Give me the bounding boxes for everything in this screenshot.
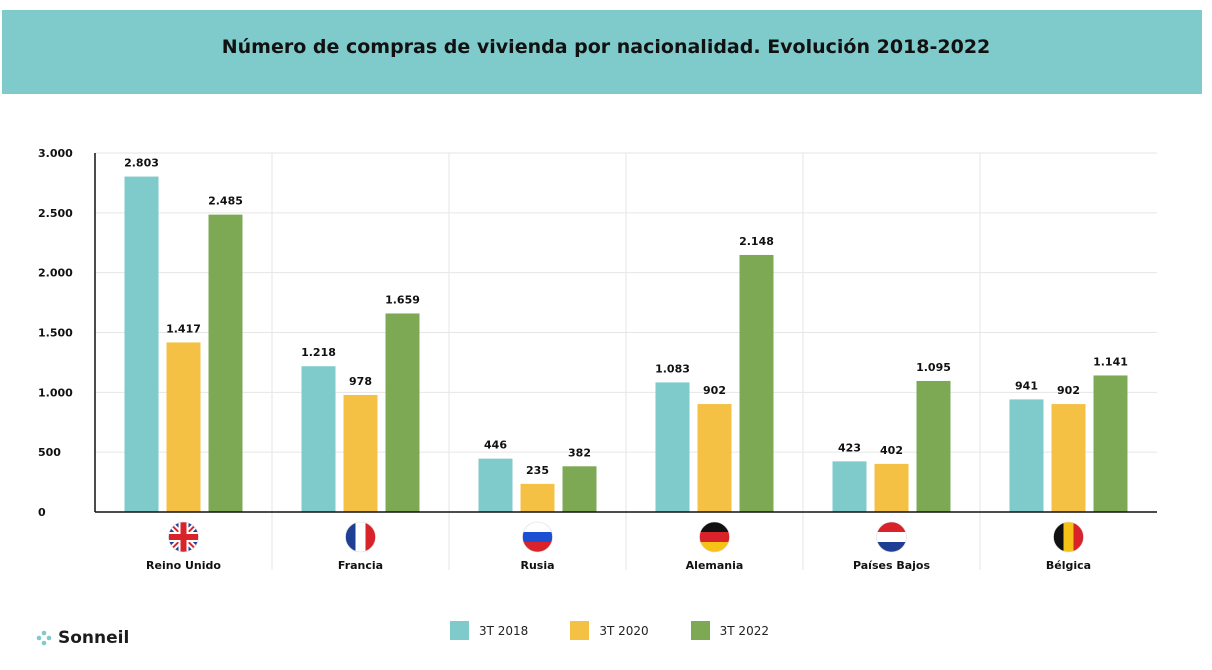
bar [1051,404,1086,512]
legend-swatch-2020 [570,621,590,640]
bar [166,342,201,512]
data-label: 402 [880,444,903,457]
bar [1009,399,1044,512]
brand-logo: Sonneil [36,628,129,648]
legend-item-2020: 3T 2020 [570,621,649,640]
x-tick-label: Alemania [686,559,744,572]
x-tick-label: Francia [338,559,383,572]
data-label: 2.485 [208,195,243,208]
x-tick-label: Rusia [520,559,554,572]
y-tick-label: 0 [38,506,46,519]
bar [916,380,951,512]
bar [562,466,597,512]
netherlands-flag-icon [876,521,907,553]
y-tick-label: 3.000 [38,147,73,160]
data-label: 2.148 [739,235,774,248]
russia-flag-icon [522,521,553,553]
bar [124,176,159,512]
uk-flag-icon [168,521,199,553]
data-label: 902 [703,384,726,397]
data-label: 423 [838,441,861,454]
france-flag-icon [345,521,376,553]
data-label: 2.803 [124,157,159,170]
y-tick-label: 1.500 [38,327,73,340]
y-tick-label: 500 [38,446,61,459]
bar [697,404,732,512]
y-tick-label: 2.000 [38,267,73,280]
x-tick-label: Bélgica [1046,559,1091,572]
data-label: 446 [484,439,507,452]
title-banner [2,10,1202,94]
legend-swatch-2022 [690,621,710,640]
bar [655,382,690,512]
bar [1093,375,1128,512]
bar [739,254,774,512]
y-tick-label: 1.000 [38,386,73,399]
data-label: 1.218 [301,346,336,359]
legend-item-2018: 3T 2018 [450,621,528,640]
data-label: 941 [1015,379,1038,392]
data-label: 1.083 [655,362,690,375]
bar [208,214,243,512]
y-tick-label: 2.500 [38,207,73,220]
legend-label-2022: 3T 2022 [719,623,769,638]
brand-name: Sonneil [58,628,130,648]
legend-swatch-2018 [450,621,469,640]
chart-title: Número de compras de vivienda por nacion… [221,36,991,58]
bar [478,458,513,512]
legend-label-2018: 3T 2018 [479,623,529,638]
bar [343,394,378,512]
data-label: 1.417 [166,322,201,335]
bar [520,483,555,512]
bar [874,463,909,512]
data-label: 902 [1057,384,1080,397]
x-tick-label: Reino Unido [146,559,221,572]
belgium-flag-icon [1053,521,1084,553]
x-tick-label: Países Bajos [853,559,930,572]
legend-item-2022: 3T 2022 [690,621,769,640]
bar [301,366,336,512]
sonneil-logo-icon [36,630,52,646]
data-label: 235 [526,464,549,477]
chart-legend: 3T 2018 3T 2020 3T 2022 [450,621,769,640]
data-label: 978 [349,375,372,388]
bar [832,461,867,512]
legend-label-2020: 3T 2020 [599,623,649,638]
data-label: 1.659 [385,293,420,306]
bar [385,313,420,512]
data-label: 1.095 [916,361,951,374]
germany-flag-icon [699,521,730,553]
data-label: 1.141 [1093,355,1128,368]
data-label: 382 [568,446,591,459]
